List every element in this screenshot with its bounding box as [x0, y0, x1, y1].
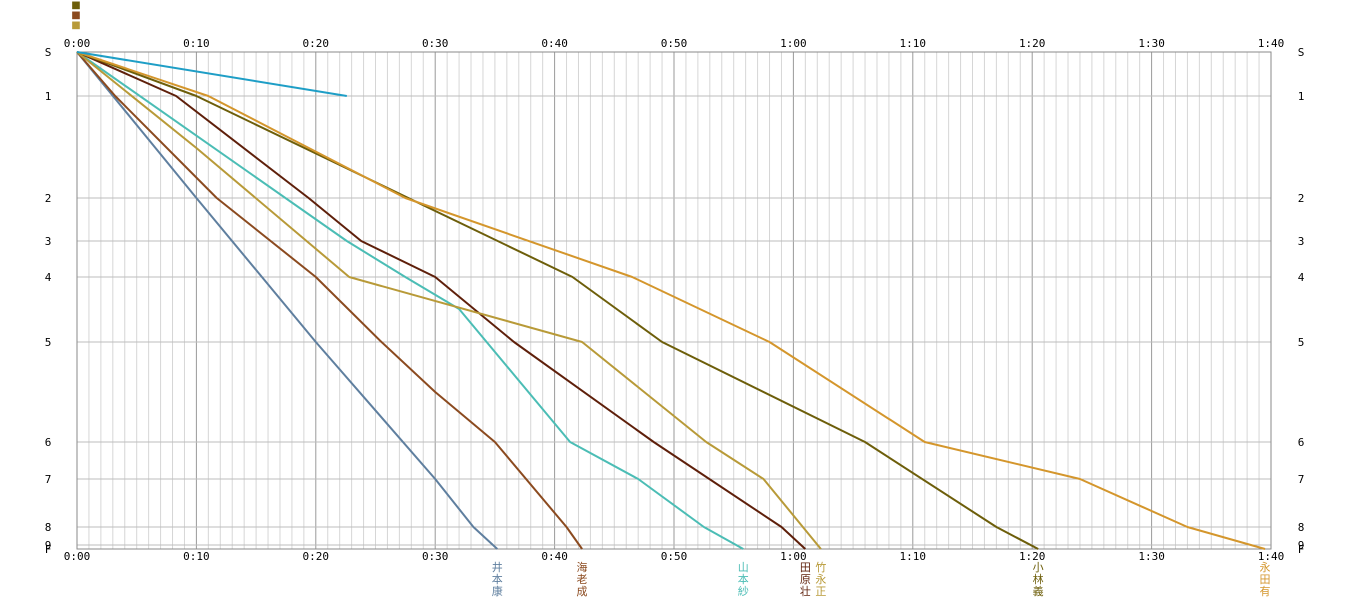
- runner-name-label: 永田有: [1260, 560, 1271, 598]
- y-tick-label-left: 7: [45, 473, 52, 486]
- x-tick-label-bottom: 0:10: [183, 550, 210, 563]
- series-line: [76, 51, 347, 97]
- x-tick-label-bottom: 0:30: [422, 550, 449, 563]
- y-tick-label-left: 5: [45, 336, 52, 349]
- legend-glyph-3: ■: [71, 20, 81, 31]
- course-legend-swatches: ■ ■ ■: [68, 1, 84, 31]
- y-tick-label-left: 8: [45, 521, 52, 534]
- y-tick-label-right: 4: [1298, 271, 1305, 284]
- y-tick-label-left: 6: [45, 436, 52, 449]
- y-tick-label-right: S: [1298, 46, 1305, 59]
- runner-name-label: 竹永正: [815, 560, 826, 598]
- runner-name-label: 井本康: [492, 560, 503, 598]
- x-tick-label-top: 1:30: [1138, 37, 1165, 50]
- y-tick-label-right: 6: [1298, 436, 1305, 449]
- x-tick-label-bottom: 1:30: [1138, 550, 1165, 563]
- runner-name-label: 山本紗: [738, 561, 749, 598]
- y-tick-label-right: 1: [1298, 90, 1305, 103]
- runner-name-label: 小林義: [1033, 561, 1044, 598]
- x-tick-label-top: 1:20: [1019, 37, 1046, 50]
- x-tick-label-top: 1:40: [1258, 37, 1285, 50]
- x-tick-label-top: 0:00: [64, 37, 91, 50]
- runner-name-label: 田原壮: [800, 561, 811, 598]
- x-tick-label-top: 0:20: [303, 37, 330, 50]
- y-tick-label-left: F: [45, 543, 52, 556]
- series-line: [76, 51, 806, 550]
- plot-frame: [76, 51, 1272, 550]
- legend-glyph-1: ■: [71, 0, 81, 11]
- series-line: [76, 51, 583, 550]
- x-tick-label-top: 0:30: [422, 37, 449, 50]
- x-tick-label-bottom: 1:00: [780, 550, 807, 563]
- runner-name-label: 海老成: [577, 560, 588, 598]
- series-line: [76, 51, 1266, 550]
- series-line: [76, 51, 498, 550]
- y-tick-label-left: 3: [45, 235, 52, 248]
- y-tick-label-left: 1: [45, 90, 52, 103]
- x-tick-label-top: 0:10: [183, 37, 210, 50]
- x-tick-label-bottom: 1:20: [1019, 550, 1046, 563]
- y-tick-label-left: 9: [45, 539, 52, 552]
- grid: [76, 51, 1272, 550]
- y-tick-label-right: 7: [1298, 473, 1305, 486]
- x-tick-label-bottom: 0:50: [661, 550, 688, 563]
- y-tick-label-right: 8: [1298, 521, 1305, 534]
- y-tick-label-right: 3: [1298, 235, 1305, 248]
- x-tick-label-top: 1:00: [780, 37, 807, 50]
- y-tick-label-right: 2: [1298, 192, 1305, 205]
- y-tick-label-left: 2: [45, 192, 52, 205]
- y-tick-label-right: 9: [1298, 539, 1305, 552]
- x-tick-label-top: 0:50: [661, 37, 688, 50]
- series-line: [76, 51, 822, 550]
- x-tick-label-bottom: 0:20: [303, 550, 330, 563]
- y-tick-label-left: S: [45, 46, 52, 59]
- x-tick-label-top: 0:40: [541, 37, 568, 50]
- x-tick-label-bottom: 0:40: [541, 550, 568, 563]
- x-tick-label-bottom: 1:40: [1258, 550, 1285, 563]
- axes: 0:00 0:00 0:10 0:10 0:20 0:20 0:30 0:30 0:40 0:40…: [45, 37, 1305, 563]
- y-tick-label-right: F: [1298, 543, 1305, 556]
- legend-glyph-2: ■: [71, 10, 81, 21]
- x-tick-label-top: 1:10: [900, 37, 927, 50]
- y-tick-label-right: 5: [1298, 336, 1305, 349]
- x-tick-label-bottom: 0:00: [64, 550, 91, 563]
- series-lines: [76, 51, 1266, 550]
- series-line: [76, 51, 1039, 550]
- x-tick-label-bottom: 1:10: [900, 550, 927, 563]
- series-line: [76, 51, 744, 550]
- y-tick-label-left: 4: [45, 271, 52, 284]
